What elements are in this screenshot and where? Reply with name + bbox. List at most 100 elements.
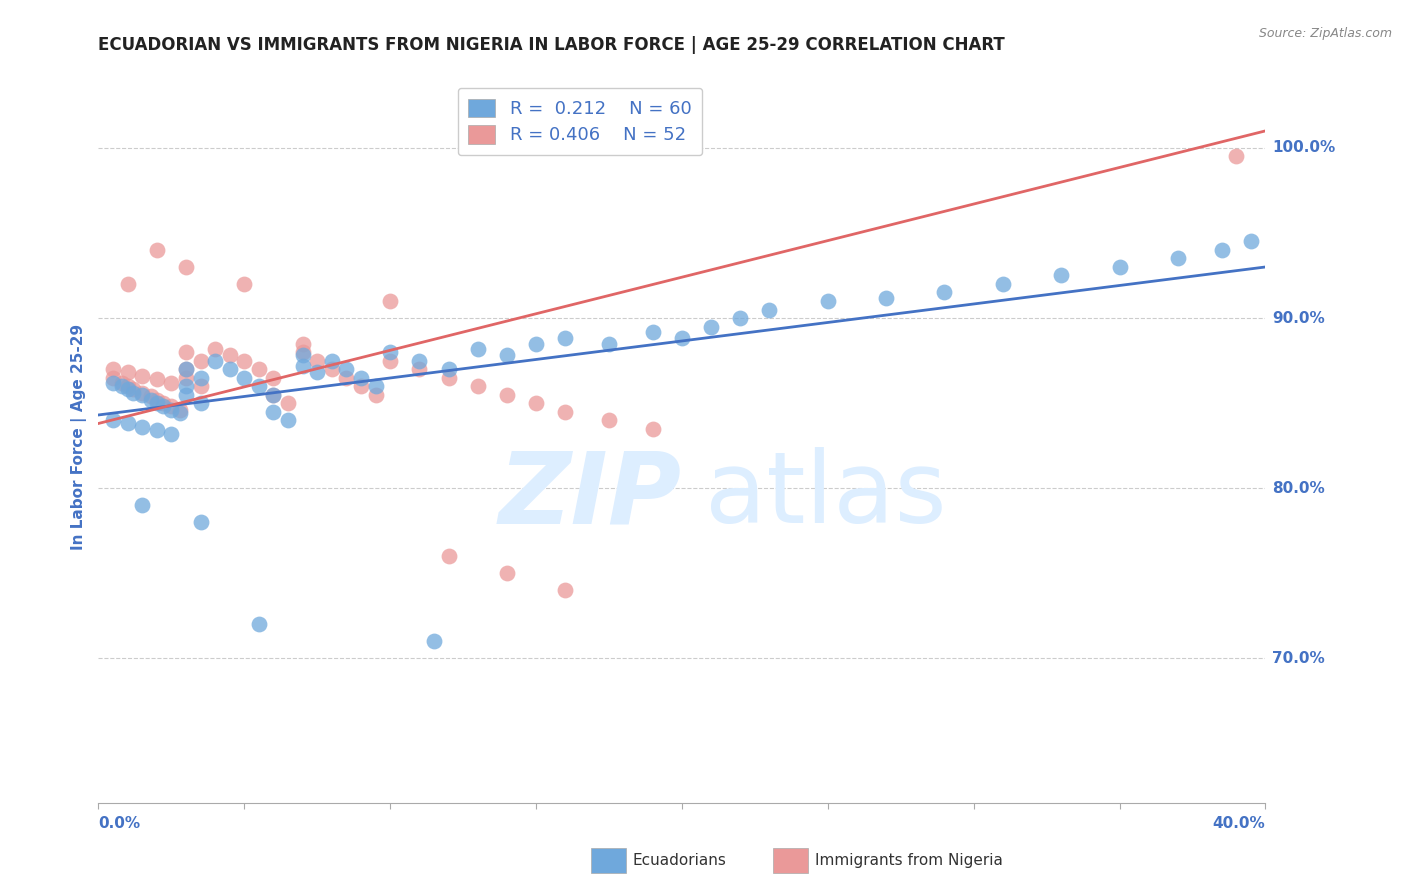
Point — [467, 379, 489, 393]
Point — [378, 293, 402, 308]
Text: atlas: atlas — [706, 447, 946, 544]
Point — [875, 291, 897, 305]
Point — [321, 362, 343, 376]
Point — [277, 396, 299, 410]
Point — [160, 400, 183, 414]
Point — [218, 348, 240, 362]
Point — [146, 423, 169, 437]
Point — [262, 387, 284, 401]
Point — [335, 362, 357, 376]
Point — [700, 319, 723, 334]
Point — [495, 348, 517, 362]
Point — [641, 325, 664, 339]
Point — [262, 387, 284, 401]
Point — [817, 293, 839, 308]
Point — [233, 277, 256, 291]
Text: 40.0%: 40.0% — [1212, 816, 1265, 831]
Point — [1240, 235, 1263, 249]
Point — [495, 387, 517, 401]
Point — [991, 277, 1014, 291]
Point — [131, 385, 153, 400]
Point — [204, 353, 226, 368]
Point — [174, 362, 197, 376]
Point — [169, 402, 191, 417]
Point — [160, 426, 183, 441]
Point — [467, 342, 489, 356]
Point — [277, 413, 299, 427]
Point — [728, 311, 751, 326]
Point — [101, 370, 124, 384]
Point — [190, 353, 212, 368]
Point — [350, 379, 373, 393]
Text: ECUADORIAN VS IMMIGRANTS FROM NIGERIA IN LABOR FORCE | AGE 25-29 CORRELATION CHA: ECUADORIAN VS IMMIGRANTS FROM NIGERIA IN… — [98, 36, 1005, 54]
Point — [364, 379, 387, 393]
Point — [233, 370, 256, 384]
Point — [1211, 243, 1233, 257]
Point — [408, 353, 430, 368]
Point — [495, 566, 517, 581]
Point — [117, 383, 139, 397]
Point — [190, 370, 212, 384]
Point — [190, 396, 212, 410]
Point — [122, 385, 145, 400]
Point — [291, 348, 314, 362]
Point — [131, 368, 153, 383]
Point — [160, 402, 183, 417]
Point — [1167, 252, 1189, 266]
Text: 90.0%: 90.0% — [1272, 310, 1326, 326]
Point — [350, 370, 373, 384]
Point — [321, 353, 343, 368]
Point — [1108, 260, 1130, 274]
Point — [160, 376, 183, 390]
Point — [174, 379, 197, 393]
Point — [174, 260, 197, 274]
Point — [335, 370, 357, 384]
Text: ZIP: ZIP — [499, 447, 682, 544]
Point — [524, 396, 547, 410]
Point — [152, 396, 174, 410]
Point — [247, 617, 270, 632]
Point — [131, 498, 153, 512]
Point — [408, 362, 430, 376]
Point — [378, 345, 402, 359]
Point — [146, 372, 169, 386]
Point — [554, 404, 576, 418]
Point — [437, 549, 460, 563]
Legend: R =  0.212    N = 60, R = 0.406    N = 52: R = 0.212 N = 60, R = 0.406 N = 52 — [457, 87, 703, 155]
Point — [423, 634, 446, 648]
Point — [1050, 268, 1073, 283]
Point — [247, 379, 270, 393]
Point — [218, 362, 240, 376]
Text: 0.0%: 0.0% — [98, 816, 141, 831]
Point — [117, 277, 139, 291]
Point — [122, 383, 145, 397]
Text: Source: ZipAtlas.com: Source: ZipAtlas.com — [1258, 27, 1392, 40]
Point — [233, 353, 256, 368]
Point — [174, 387, 197, 401]
Point — [169, 406, 191, 420]
Point — [307, 353, 329, 368]
Point — [671, 331, 693, 345]
Point — [934, 285, 956, 300]
Point — [190, 379, 212, 393]
Point — [117, 417, 139, 431]
Point — [378, 353, 402, 368]
Point — [262, 404, 284, 418]
Point — [758, 302, 780, 317]
Point — [437, 370, 460, 384]
Point — [111, 376, 134, 390]
Text: Immigrants from Nigeria: Immigrants from Nigeria — [815, 854, 1004, 868]
Text: Ecuadorians: Ecuadorians — [633, 854, 727, 868]
Point — [262, 370, 284, 384]
Point — [117, 379, 139, 393]
Point — [139, 392, 162, 407]
Point — [131, 420, 153, 434]
Point — [364, 387, 387, 401]
Point — [146, 392, 169, 407]
Text: 70.0%: 70.0% — [1272, 650, 1326, 665]
Y-axis label: In Labor Force | Age 25-29: In Labor Force | Age 25-29 — [72, 324, 87, 550]
Point — [174, 362, 197, 376]
Point — [174, 370, 197, 384]
Point — [101, 362, 124, 376]
Point — [524, 336, 547, 351]
